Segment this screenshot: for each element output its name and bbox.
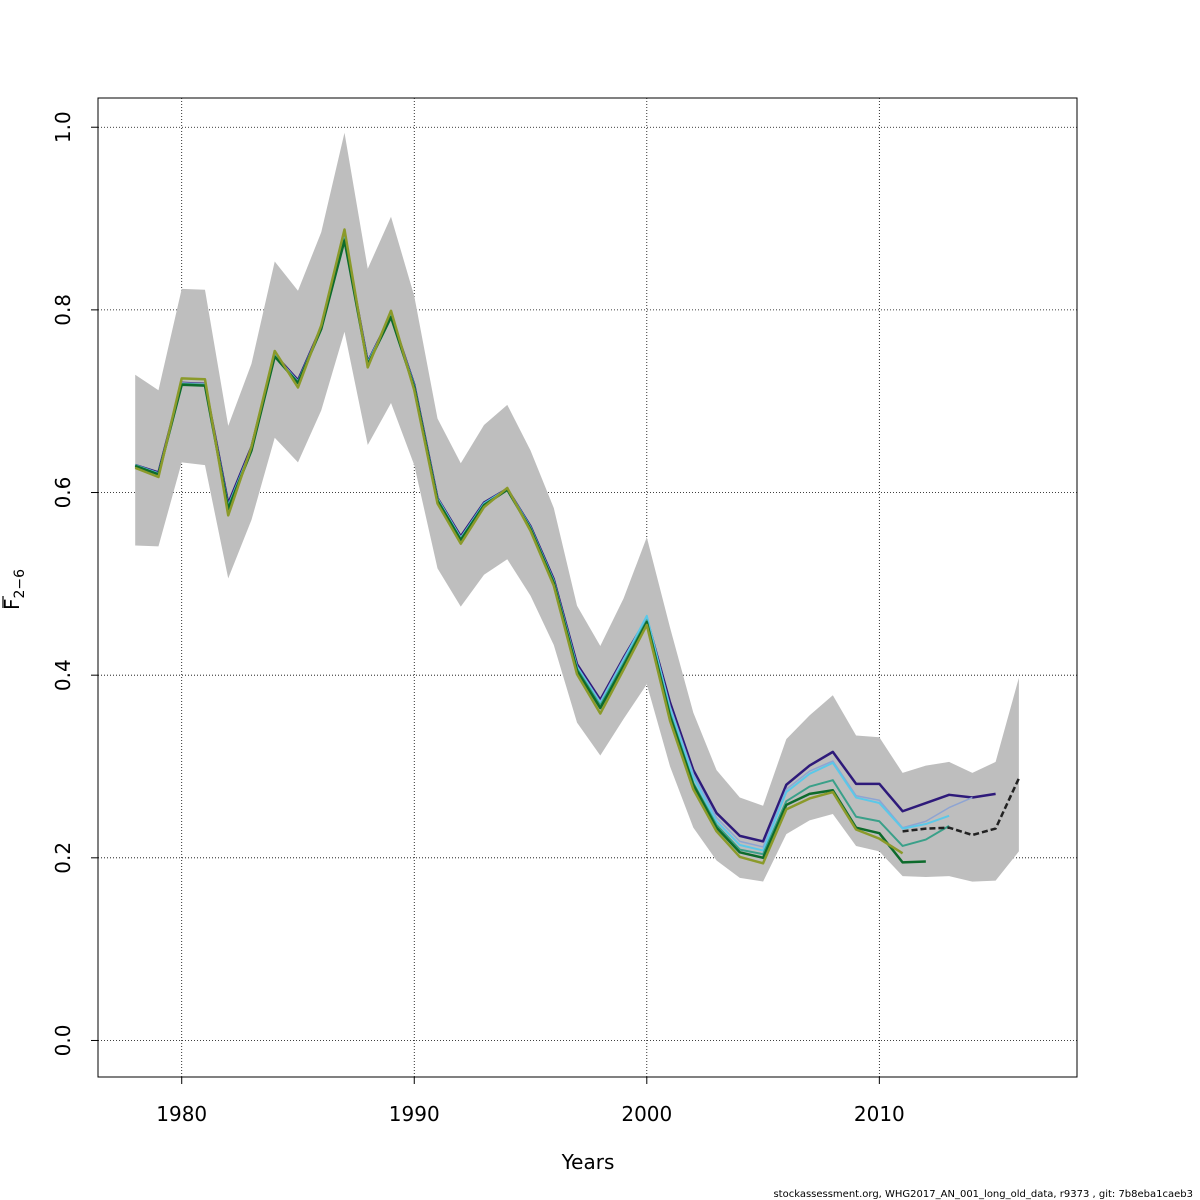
grid xyxy=(98,98,1077,1077)
series-line-7 xyxy=(902,777,1020,837)
x-tick-label-1990: 1990 xyxy=(389,1102,440,1126)
y-axis-title: F2−6 xyxy=(0,569,28,610)
confidence-band xyxy=(135,132,1019,882)
y-tick-label-0.8: 0.8 xyxy=(51,294,75,326)
series-layer xyxy=(134,228,1020,865)
plot-frame xyxy=(97,97,1078,1078)
x-tick-label-2000: 2000 xyxy=(621,1102,672,1126)
confidence-band-layer xyxy=(135,132,1019,882)
svg-text:F2−6: F2−6 xyxy=(0,569,28,610)
x-axis-title: Years xyxy=(561,1150,615,1174)
y-tick-label-1.0: 1.0 xyxy=(51,111,75,143)
footer-credit: stockassessment.org, WHG2017_AN_001_long… xyxy=(773,1189,1193,1200)
series-line-6 xyxy=(134,228,904,865)
y-tick-label-0.2: 0.2 xyxy=(51,842,75,874)
y-axis-title-subscript: 2−6 xyxy=(12,569,28,599)
y-tick-label-0.0: 0.0 xyxy=(51,1025,75,1057)
y-axis-title-main: F xyxy=(0,598,24,610)
x-tick-label-1980: 1980 xyxy=(156,1102,207,1126)
y-tick-label-0.6: 0.6 xyxy=(51,477,75,509)
x-tick-label-2010: 2010 xyxy=(854,1102,905,1126)
y-tick-label-0.4: 0.4 xyxy=(51,659,75,691)
x-axis: 1980 1990 2000 2010 xyxy=(156,1077,905,1126)
y-axis: 0.0 0.2 0.4 0.6 0.8 1.0 xyxy=(51,111,98,1056)
